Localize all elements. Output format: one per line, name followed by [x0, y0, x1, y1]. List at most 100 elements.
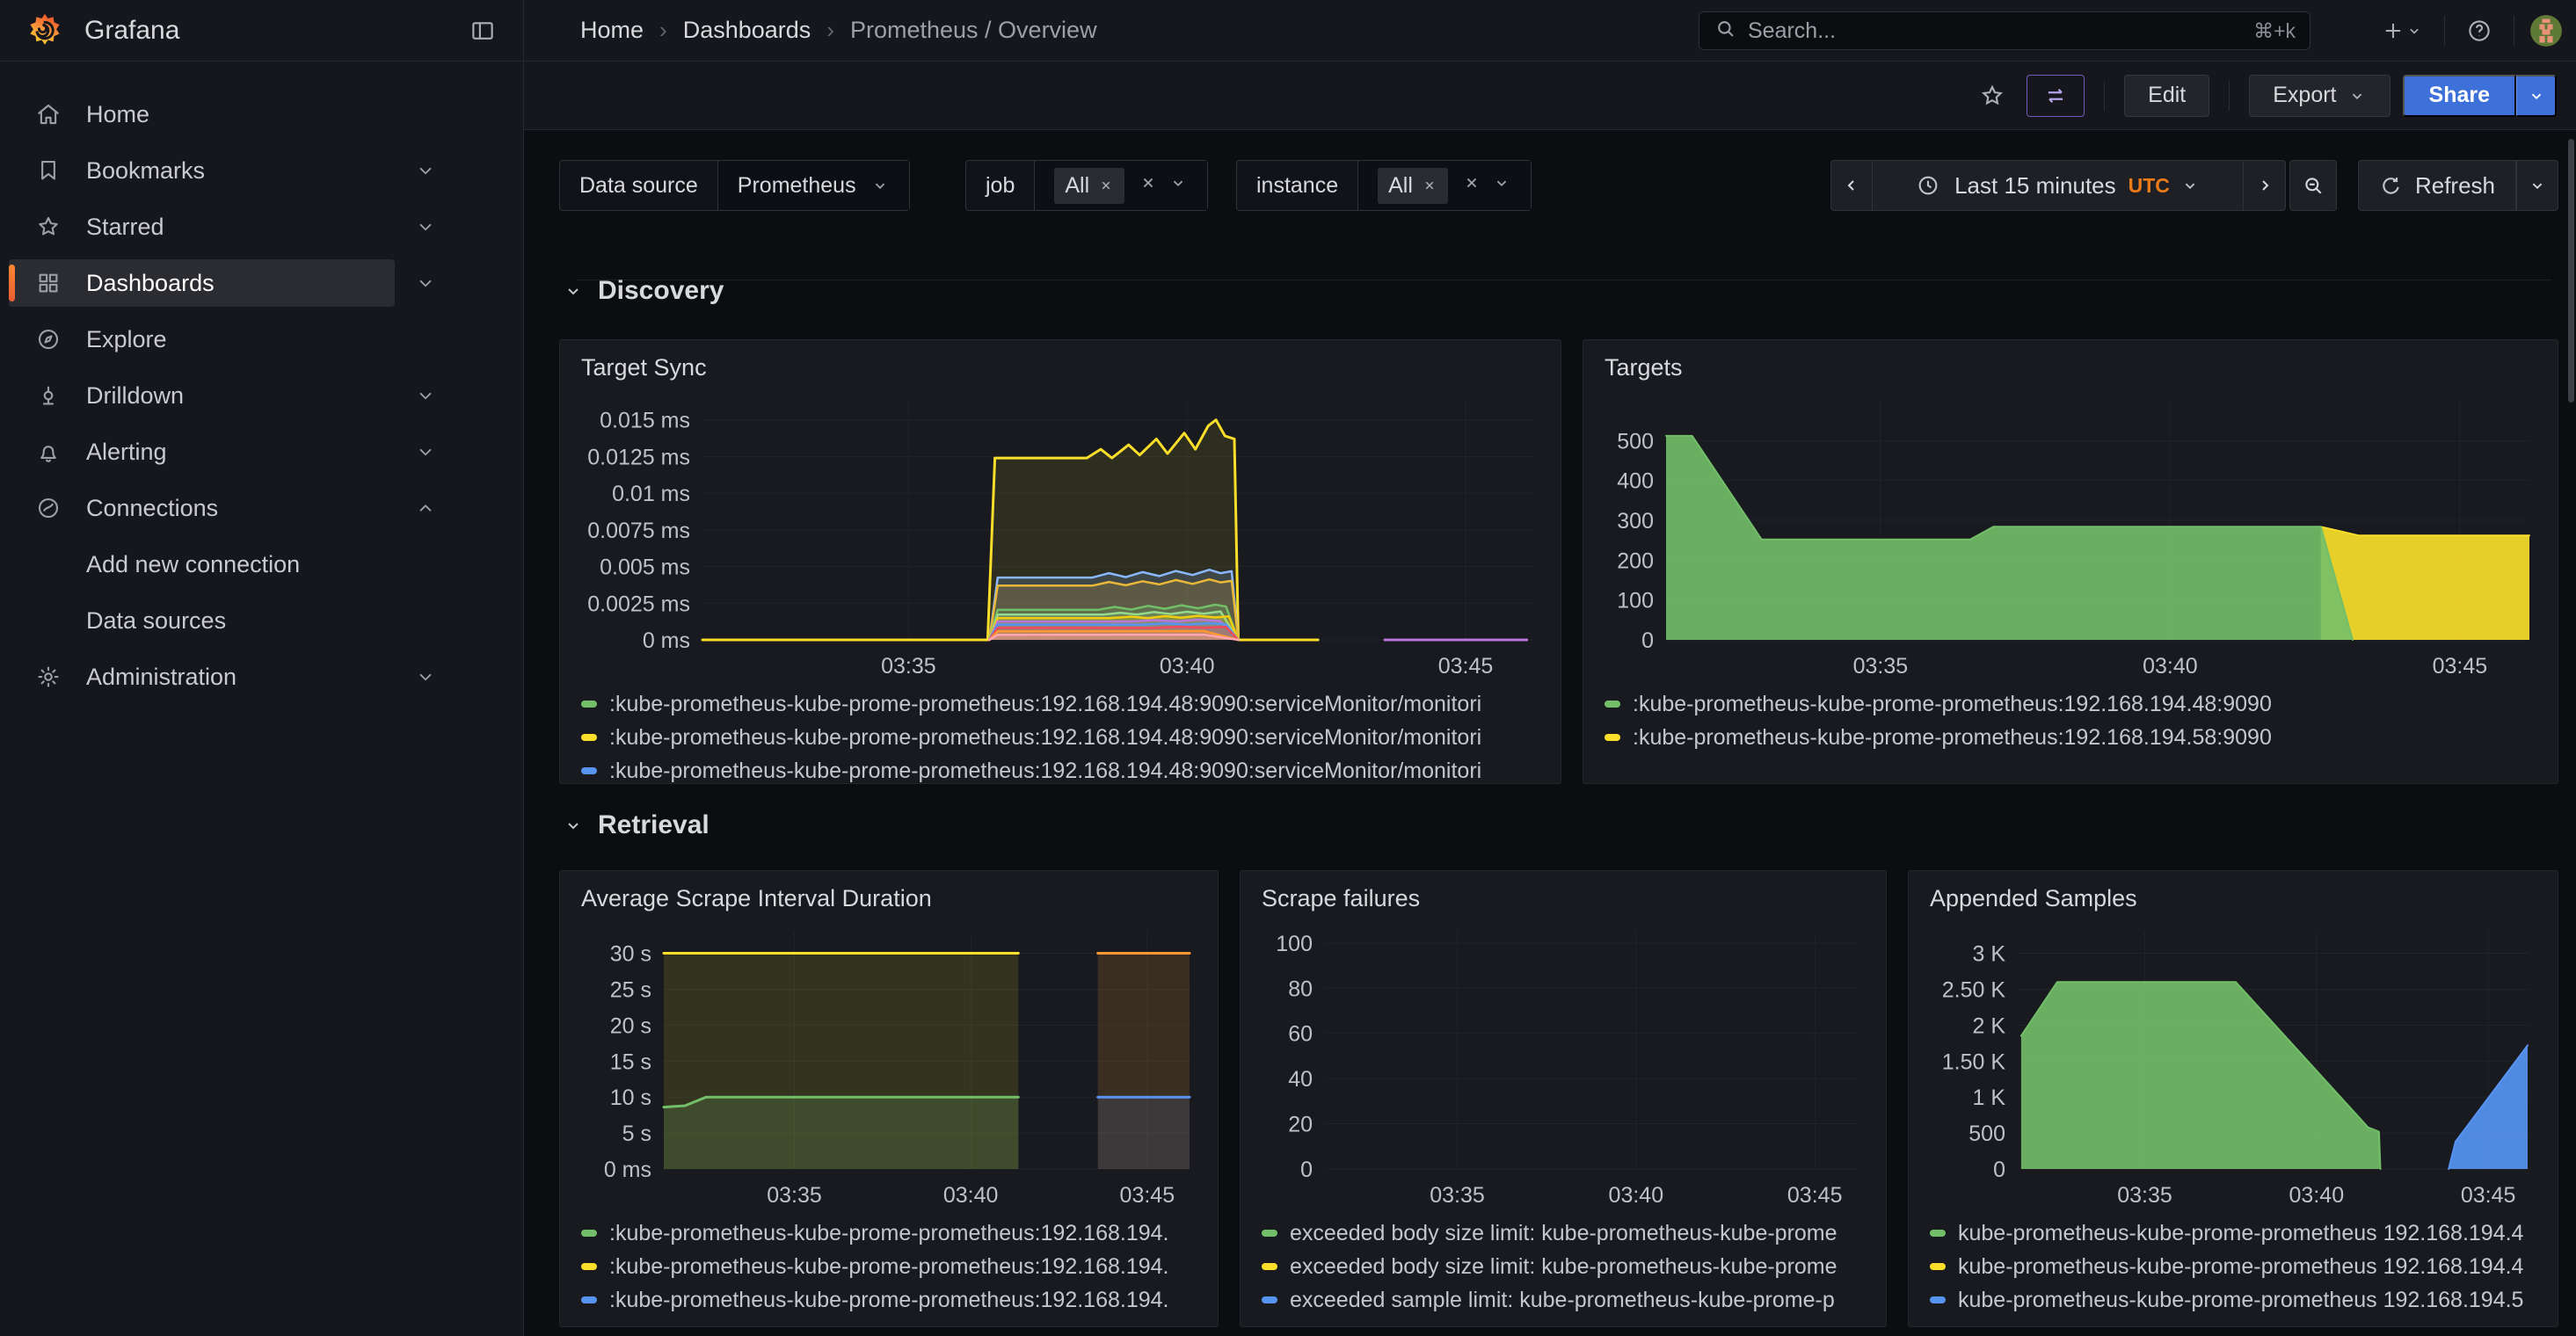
sidebar-item-data-sources[interactable]: Data sources: [0, 592, 523, 649]
datasource-value[interactable]: Prometheus: [717, 161, 909, 210]
panel-scrape-failures[interactable]: Scrape failures 0 20 40 60 80 100 03:35 03:40 03…: [1240, 870, 1887, 1327]
panel-appended-samples[interactable]: Appended Samples 0 500 1 K 1.50 K 2 K 2.50 K 3…: [1908, 870, 2558, 1327]
sidebar-item-administration[interactable]: Administration: [0, 649, 523, 705]
chevron-down-icon[interactable]: [406, 207, 445, 246]
job-filter[interactable]: job All: [965, 160, 1209, 211]
svg-text:5 s: 5 s: [622, 1122, 651, 1146]
avg-scrape-interval-chart[interactable]: 0 ms 5 s 10 s 15 s 20 s 25 s 30 s 03:35 03:40 03:…: [571, 919, 1202, 1213]
divider: [2229, 80, 2230, 111]
compass-icon: [35, 326, 62, 352]
share-dropdown-button[interactable]: [2516, 74, 2557, 117]
legend-label[interactable]: :kube-prometheus-kube-prome-prometheus:1…: [609, 1253, 1169, 1279]
sidebar-item-add-new-connection[interactable]: Add new connection: [0, 536, 523, 592]
remove-value-icon[interactable]: [1422, 178, 1437, 193]
legend-label[interactable]: :kube-prometheus-kube-prome-prometheus:1…: [609, 724, 1482, 750]
sidebar-item-label: Dashboards: [86, 269, 215, 296]
chevron-down-icon[interactable]: [406, 657, 445, 696]
time-shift-forward-button[interactable]: [2244, 160, 2286, 211]
svg-text:03:40: 03:40: [1609, 1183, 1664, 1208]
instance-filter-value[interactable]: All: [1357, 161, 1531, 210]
remove-value-icon[interactable]: [1098, 178, 1114, 193]
section-discovery[interactable]: Discovery: [563, 276, 724, 306]
sidebar-item-bookmarks[interactable]: Bookmarks: [0, 142, 523, 199]
chevron-down-icon[interactable]: [406, 151, 445, 190]
sidebar-item-connections[interactable]: Connections: [0, 480, 523, 536]
scrape-failures-legend: exceeded body size limit: kube-prometheu…: [1241, 1213, 1886, 1325]
share-button[interactable]: Share: [2402, 74, 2516, 117]
svg-text:03:45: 03:45: [1787, 1183, 1843, 1208]
sidebar-item-home[interactable]: Home: [0, 86, 523, 142]
legend-label[interactable]: exceeded sample limit: kube-prometheus-k…: [1290, 1287, 1835, 1312]
clear-filter-icon[interactable]: [1139, 173, 1158, 199]
dock-menu-icon[interactable]: [465, 13, 500, 48]
panel-avg-scrape-interval[interactable]: Average Scrape Interval Duration 0 ms 5 s…: [559, 870, 1219, 1327]
legend-label[interactable]: :kube-prometheus-kube-prome-prometheus:1…: [1633, 724, 2272, 750]
panel-title[interactable]: Scrape failures: [1262, 885, 1421, 911]
legend-label[interactable]: :kube-prometheus-kube-prome-prometheus:1…: [609, 758, 1482, 783]
legend-label[interactable]: kube-prometheus-kube-prome-prometheus 19…: [1958, 1253, 2524, 1279]
scrape-failures-chart[interactable]: 0 20 40 60 80 100 03:35 03:40 03:45: [1251, 919, 1870, 1213]
clear-filter-icon[interactable]: [1462, 173, 1481, 199]
legend-label[interactable]: :kube-prometheus-kube-prome-prometheus:1…: [609, 1287, 1169, 1312]
legend-item: :kube-prometheus-kube-prome-prometheus:1…: [1605, 721, 2536, 754]
legend-label[interactable]: :kube-prometheus-kube-prome-prometheus:1…: [609, 691, 1482, 716]
chevron-down-icon[interactable]: [1168, 173, 1188, 199]
panel-title[interactable]: Average Scrape Interval Duration: [581, 885, 932, 911]
sidebar-item-drilldown[interactable]: Drilldown: [0, 367, 523, 424]
sidebar-item-dashboards[interactable]: Dashboards: [0, 255, 523, 311]
legend-label[interactable]: :kube-prometheus-kube-prome-prometheus:1…: [609, 1220, 1169, 1245]
appended-samples-chart[interactable]: 0 500 1 K 1.50 K 2 K 2.50 K 3 K 03:35 03:40 03:45: [1919, 919, 2542, 1213]
panel-target-sync[interactable]: Target Sync 0 ms 0.0025 ms 0.005 ms 0.0075 …: [559, 339, 1561, 784]
chevron-down-icon[interactable]: [1492, 173, 1511, 199]
avatar[interactable]: [2530, 15, 2562, 47]
refresh-icon: [2379, 174, 2403, 198]
sidebar-item-explore[interactable]: Explore: [0, 311, 523, 367]
search-input[interactable]: Search... ⌘+k: [1699, 11, 2310, 50]
panel-title[interactable]: Targets: [1605, 354, 1683, 381]
svg-text:60: 60: [1288, 1022, 1313, 1047]
refresh-interval-dropdown[interactable]: [2516, 160, 2558, 211]
time-shift-back-button[interactable]: [1830, 160, 1873, 211]
section-retrieval[interactable]: Retrieval: [563, 810, 709, 840]
refresh-button[interactable]: Refresh: [2358, 160, 2516, 211]
legend-label[interactable]: kube-prometheus-kube-prome-prometheus 19…: [1958, 1287, 2524, 1312]
chevron-up-icon[interactable]: [406, 489, 445, 527]
legend-label[interactable]: exceeded body size limit: kube-prometheu…: [1290, 1220, 1837, 1245]
instance-filter[interactable]: instance All: [1236, 160, 1532, 211]
filter-chip[interactable]: All: [1054, 167, 1125, 204]
breadcrumb-item-home[interactable]: Home: [580, 17, 644, 43]
grafana-logo-icon[interactable]: [26, 12, 63, 49]
panel-targets[interactable]: Targets 0 100 200 300 400 500 03:35 03:40 03:45 …: [1583, 339, 2558, 784]
zoom-out-time-button[interactable]: [2289, 160, 2337, 211]
panel-title[interactable]: Appended Samples: [1930, 885, 2137, 911]
chevron-down-icon[interactable]: [406, 376, 445, 415]
help-icon[interactable]: [2461, 12, 2498, 49]
panel-title[interactable]: Target Sync: [581, 354, 707, 381]
sidebar-item-alerting[interactable]: Alerting: [0, 424, 523, 480]
target-sync-chart[interactable]: 0 ms 0.0025 ms 0.005 ms 0.0075 ms 0.01 ms 0.0…: [571, 388, 1545, 684]
layout-toggle-button[interactable]: [2027, 74, 2085, 117]
job-filter-value[interactable]: All: [1034, 161, 1208, 210]
breadcrumb-separator: ›: [826, 17, 834, 43]
legend-label[interactable]: :kube-prometheus-kube-prome-prometheus:1…: [1633, 691, 2272, 716]
datasource-picker[interactable]: Data source Prometheus: [559, 160, 910, 211]
legend-label[interactable]: exceeded body size limit: kube-prometheu…: [1290, 1253, 1837, 1279]
filter-chip[interactable]: All: [1378, 167, 1448, 204]
scrollbar[interactable]: [2568, 139, 2574, 403]
chevron-down-icon: [563, 280, 584, 301]
legend-label[interactable]: kube-prometheus-kube-prome-prometheus 19…: [1958, 1220, 2524, 1245]
svg-text:40: 40: [1288, 1067, 1313, 1092]
targets-chart[interactable]: 0 100 200 300 400 500 03:35 03:40 03:45: [1594, 388, 2542, 684]
time-range-picker[interactable]: Last 15 minutes UTC: [1873, 160, 2244, 211]
star-dashboard-icon[interactable]: [1970, 77, 2014, 114]
breadcrumb-item-dashboards[interactable]: Dashboards: [682, 17, 811, 43]
star-icon: [35, 214, 62, 240]
chevron-down-icon[interactable]: [406, 432, 445, 471]
add-icon[interactable]: [2376, 13, 2428, 48]
clock-icon: [1916, 173, 1940, 198]
export-button[interactable]: Export: [2249, 74, 2390, 117]
chevron-down-icon[interactable]: [406, 264, 445, 302]
breadcrumb-item-prometheus-overview: Prometheus / Overview: [849, 17, 1097, 43]
sidebar-item-starred[interactable]: Starred: [0, 199, 523, 255]
edit-button[interactable]: Edit: [2124, 74, 2210, 117]
